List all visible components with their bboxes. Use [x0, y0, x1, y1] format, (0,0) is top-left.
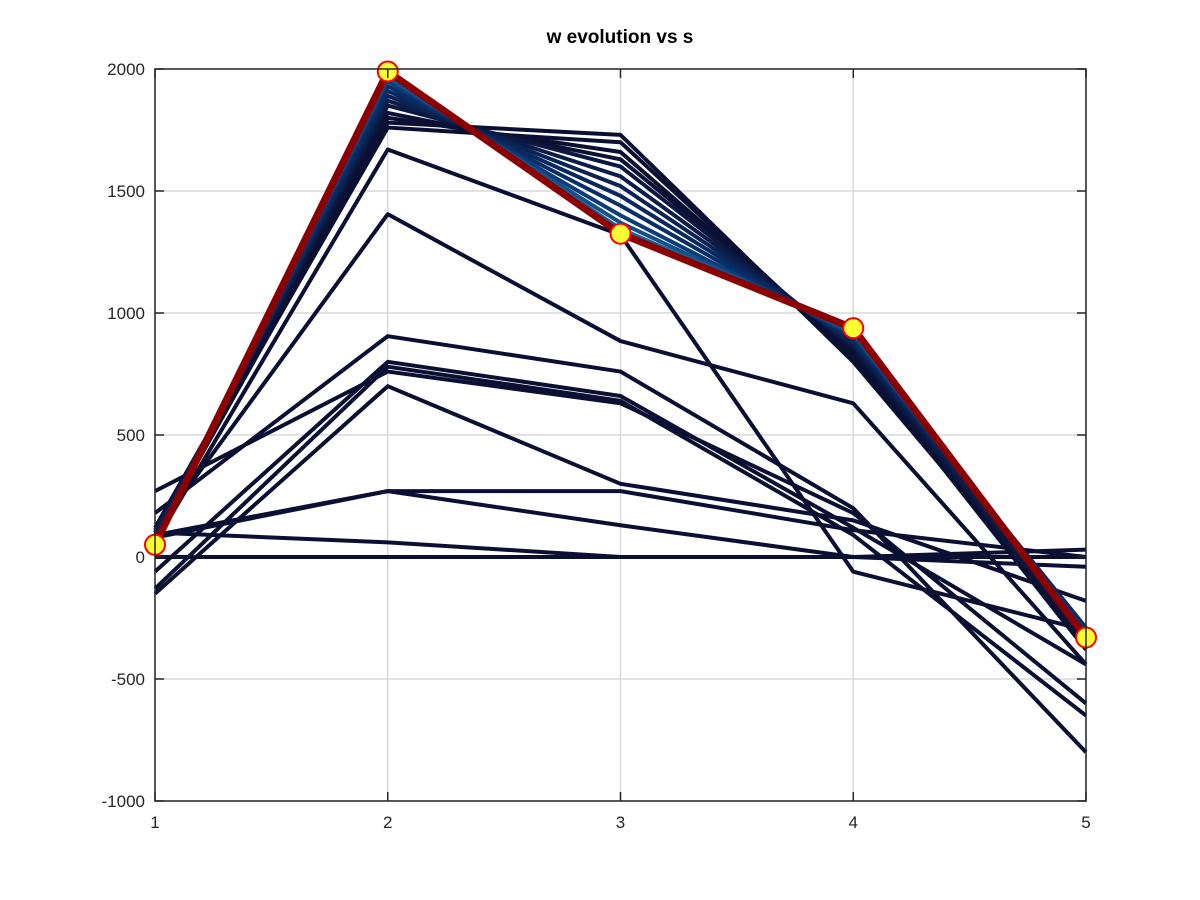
y-tick-label: 2000 — [107, 60, 145, 79]
tick-layer: 1 2 3 4 5 -1000 -500 0 500 1000 1500 2000 — [102, 60, 1091, 832]
evolution-series-line — [153, 364, 1088, 718]
evolution-series-line — [153, 212, 1088, 666]
final-series-point — [842, 317, 865, 340]
y-tick-label: 500 — [117, 426, 145, 445]
evolution-series-line — [154, 530, 1087, 559]
axes-layer — [154, 68, 1087, 802]
chart-title: w evolution vs s — [546, 27, 694, 48]
x-tick-label: 2 — [383, 813, 392, 832]
y-tick-label: 0 — [136, 548, 145, 567]
evolution-series-line — [153, 384, 1087, 603]
y-tick-label: -1000 — [102, 792, 145, 811]
evolution-series-line — [154, 489, 1087, 569]
y-tick-label: 1000 — [107, 304, 145, 323]
x-tick-label: 3 — [616, 813, 625, 832]
x-tick-label: 4 — [849, 813, 858, 832]
evolution-series-line — [154, 369, 1088, 705]
final-series-layer — [144, 60, 1097, 649]
final-series-point — [609, 222, 632, 245]
y-tick-label: -500 — [111, 670, 145, 689]
evolution-series-line — [153, 359, 1088, 667]
y-tick-label: 1500 — [107, 182, 145, 201]
x-tick-label: 5 — [1081, 813, 1090, 832]
x-tick-label: 1 — [150, 813, 159, 832]
